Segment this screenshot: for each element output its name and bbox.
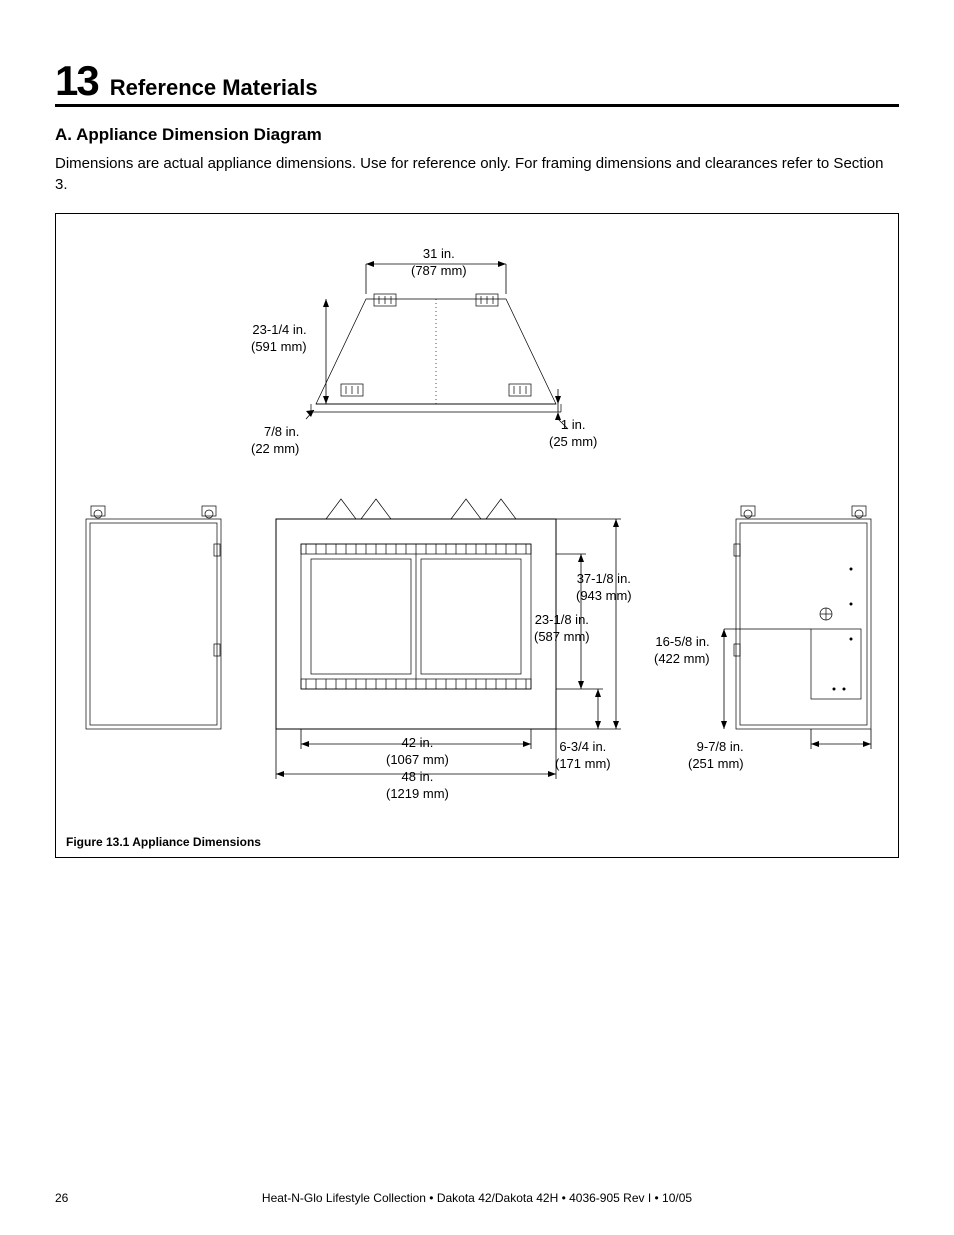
- dim-opening-width: 42 in.(1067 mm): [386, 735, 449, 769]
- dim-top-height: 23-1/4 in.(591 mm): [251, 322, 307, 356]
- dim-side-width: 9-7/8 in.(251 mm): [688, 739, 744, 773]
- footer-text: Heat-N-Glo Lifestyle Collection • Dakota…: [55, 1191, 899, 1205]
- page-footer: 26 Heat-N-Glo Lifestyle Collection • Dak…: [55, 1191, 899, 1205]
- dim-full-width: 48 in.(1219 mm): [386, 769, 449, 803]
- chapter-title: Reference Materials: [110, 75, 318, 101]
- dim-opening-height: 23-1/8 in.(587 mm): [534, 612, 590, 646]
- dim-front-height: 37-1/8 in.(943 mm): [576, 571, 632, 605]
- dim-base-height: 6-3/4 in.(171 mm): [555, 739, 611, 773]
- chapter-number: 13: [55, 60, 98, 102]
- subsection-heading: A. Appliance Dimension Diagram: [55, 125, 899, 145]
- body-paragraph: Dimensions are actual appliance dimensio…: [55, 153, 899, 195]
- chapter-header: 13 Reference Materials: [55, 60, 899, 107]
- dim-lip-right: 1 in.(25 mm): [549, 417, 597, 451]
- figure-caption: Figure 13.1 Appliance Dimensions: [66, 835, 261, 849]
- dim-side-height: 16-5/8 in.(422 mm): [654, 634, 710, 668]
- diagram-side-left: [76, 494, 236, 754]
- figure-box: 31 in.(787 mm) 23-1/4 in.(591 mm) 7/8 in…: [55, 213, 899, 858]
- dim-top-width: 31 in.(787 mm): [411, 246, 467, 280]
- dim-lip-left: 7/8 in.(22 mm): [251, 424, 299, 458]
- diagram-side-right: [716, 494, 896, 774]
